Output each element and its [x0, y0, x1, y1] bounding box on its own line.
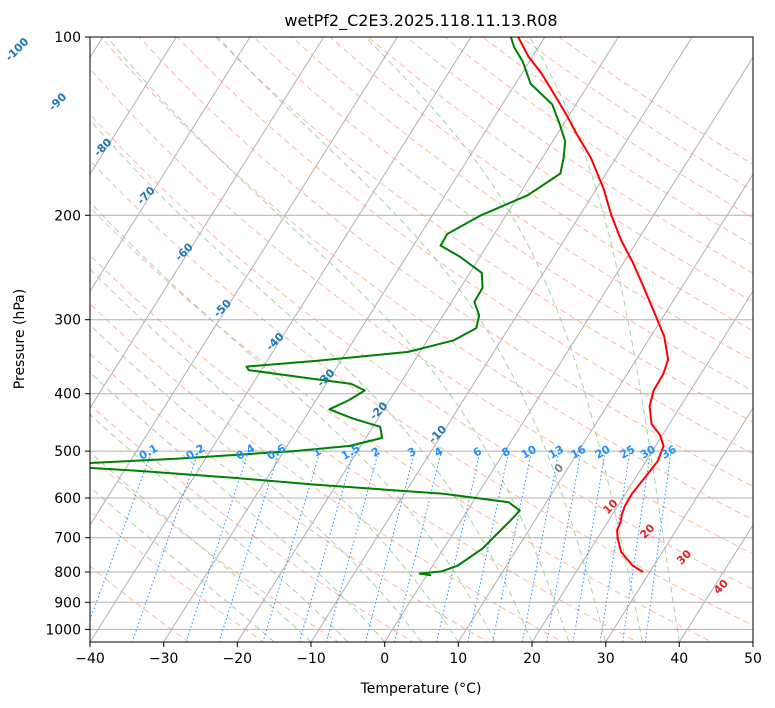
moist-adiabat-line	[365, 37, 643, 642]
x-tick-label: 10	[449, 651, 467, 667]
mixing-ratio-line	[436, 450, 481, 642]
y-tick-label: 500	[54, 444, 81, 460]
moist-adiabat-line	[217, 37, 607, 642]
dry-adiabat-line	[90, 565, 190, 642]
moist-adiabat-line	[529, 37, 680, 642]
isotherm-line	[90, 37, 472, 642]
x-tick-label: 0	[380, 651, 389, 667]
mixing-ratio-line	[90, 450, 153, 622]
moist-adiabat-line	[106, 37, 570, 642]
isotherm-line	[90, 37, 398, 527]
y-tick-label: 600	[54, 491, 81, 507]
y-tick-label: 1000	[45, 622, 81, 638]
dry-adiabat-line	[253, 37, 753, 392]
x-tick-label: 50	[744, 651, 762, 667]
x-axis: −40 −30 −20 −10 0 10 20 30 40 50	[75, 642, 762, 667]
dewpoint-line	[90, 37, 567, 577]
mixing-ratio-line	[364, 450, 416, 642]
isotherm-line	[310, 37, 693, 642]
x-tick-label: 30	[597, 651, 615, 667]
temperature-line	[517, 37, 670, 573]
moist-adiabat-line	[90, 451, 312, 642]
isotherm-line	[531, 290, 753, 642]
y-tick-label: 200	[54, 208, 81, 224]
x-tick-label: −10	[296, 651, 326, 667]
y-axis-label: Pressure (hPa)	[12, 289, 28, 389]
x-axis-label: Temperature (°C)	[360, 681, 482, 697]
x-tick-label: 40	[670, 651, 688, 667]
mixing-ratio-line	[467, 450, 510, 642]
x-tick-label: 20	[523, 651, 541, 667]
reference-lines	[90, 37, 753, 642]
isotherm-line	[90, 37, 177, 176]
y-tick-label: 900	[54, 595, 81, 611]
isotherm-line	[384, 56, 753, 642]
mixing-ratio-line	[218, 450, 280, 642]
dry-adiabat-line	[215, 37, 753, 423]
isotherm-line	[457, 173, 753, 642]
moist-adiabat-line	[90, 486, 275, 642]
isotherm-line	[163, 37, 546, 642]
moist-adiabat-line	[90, 413, 349, 642]
y-tick-label: 800	[54, 565, 81, 581]
isotherm-line	[605, 407, 753, 642]
dry-adiabat-line	[90, 404, 414, 642]
x-tick-label: −30	[149, 651, 179, 667]
plot-frame	[89, 36, 754, 643]
sounding-profiles	[90, 37, 670, 577]
y-tick-label: 300	[54, 313, 81, 329]
moist-adiabat-line	[90, 119, 533, 642]
mixing-ratio-line	[521, 451, 560, 642]
dry-adiabat-line	[367, 37, 753, 303]
isotherm-line	[90, 37, 325, 410]
dry-adiabat-line	[90, 510, 265, 642]
plot-area	[90, 37, 753, 642]
y-tick-label: 700	[54, 531, 81, 547]
dry-adiabat-line	[329, 37, 753, 332]
x-tick-label: −20	[223, 651, 253, 667]
moist-adiabat-line	[90, 268, 459, 642]
y-tick-label: 400	[54, 387, 81, 403]
y-tick-label: 100	[54, 30, 81, 46]
moist-adiabat-line	[90, 324, 422, 642]
isotherm-line	[90, 37, 251, 293]
mixing-ratio-line	[393, 450, 442, 642]
dry-adiabat-line	[90, 353, 489, 642]
dry-adiabat-line	[177, 37, 753, 455]
isotherm-line	[678, 524, 753, 642]
x-tick-label: −40	[75, 651, 105, 667]
mixing-ratio-line	[325, 450, 380, 642]
mixing-ratio-line	[492, 451, 532, 642]
mixing-ratio-line	[298, 450, 355, 642]
chart-title: wetPf2_C2E3.2025.118.11.13.R08	[284, 11, 557, 31]
y-axis: 100 200 300 400 500 600 700 800 900 1000	[45, 30, 90, 638]
dry-adiabat-line	[90, 206, 713, 642]
